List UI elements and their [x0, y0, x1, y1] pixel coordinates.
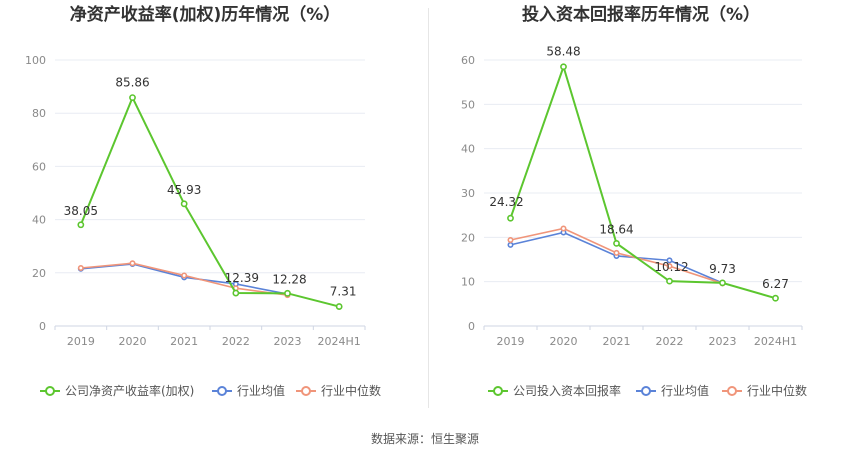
data-source-note: 数据来源：恒生聚源 — [370, 432, 479, 446]
data-point-avg — [507, 241, 514, 248]
x-tick-label: 2024H1 — [754, 335, 797, 348]
data-point-median — [613, 249, 620, 256]
data-point-median — [129, 260, 136, 267]
x-tick-label: 2019 — [67, 335, 95, 348]
y-tick-label: 30 — [461, 187, 475, 200]
data-label: 9.73 — [709, 262, 736, 276]
y-tick-label: 100 — [25, 54, 46, 67]
legend-label: 行业均值 — [237, 383, 285, 398]
chart-title: 投入资本回报率历年情况（%） — [522, 4, 760, 25]
data-label: 12.28 — [272, 272, 306, 286]
data-point-company — [77, 221, 85, 229]
y-tick-label: 0 — [39, 320, 46, 333]
data-label: 10.12 — [654, 260, 688, 274]
legend-label: 行业均值 — [661, 383, 709, 398]
data-point-avg — [666, 257, 673, 264]
data-point-company — [772, 294, 779, 302]
x-tick-label: 2021 — [170, 335, 198, 348]
data-point-company — [666, 277, 673, 285]
x-tick-label: 2023 — [274, 335, 302, 348]
data-label: 58.48 — [546, 45, 580, 59]
legend-marker-company — [45, 386, 55, 396]
x-tick-label: 2019 — [497, 335, 525, 348]
legend-label: 公司投入资本回报率 — [513, 383, 621, 398]
data-label: 18.64 — [599, 222, 633, 236]
data-label: 24.32 — [489, 195, 523, 209]
data-point-company — [129, 94, 136, 102]
y-tick-label: 40 — [461, 143, 475, 156]
data-point-median — [560, 225, 567, 232]
data-label: 85.86 — [115, 76, 149, 90]
legend-marker-median — [301, 386, 311, 396]
data-point-median — [666, 263, 673, 270]
y-tick-label: 10 — [461, 276, 475, 289]
data-point-median — [181, 272, 188, 279]
y-tick-label: 20 — [461, 231, 475, 244]
data-point-company — [560, 63, 567, 71]
x-tick-label: 2020 — [119, 335, 147, 348]
y-tick-label: 80 — [32, 107, 46, 120]
data-label: 7.31 — [330, 285, 357, 299]
x-tick-label: 2024H1 — [318, 335, 361, 348]
x-tick-label: 2020 — [550, 335, 578, 348]
y-tick-label: 0 — [468, 320, 475, 333]
chart-title: 净资产收益率(加权)历年情况（%） — [70, 4, 341, 25]
data-point-company — [613, 239, 620, 247]
data-point-company — [719, 279, 726, 287]
legend-marker-avg — [217, 386, 227, 396]
data-point-median — [507, 236, 514, 243]
data-point-company — [232, 289, 240, 297]
data-point-company — [335, 303, 343, 310]
legend-marker-avg — [641, 386, 651, 396]
series-line-company — [79, 95, 340, 308]
legend-label: 行业中位数 — [747, 383, 807, 398]
panel-divider — [428, 8, 429, 408]
legend-label: 行业中位数 — [321, 383, 381, 398]
data-label: 38.05 — [64, 204, 98, 218]
legend-label: 公司净资产收益率(加权) — [65, 383, 194, 398]
y-tick-label: 60 — [461, 54, 475, 67]
data-label: 45.93 — [167, 183, 201, 197]
x-tick-label: 2022 — [656, 335, 684, 348]
data-label: 6.27 — [762, 277, 789, 291]
roic-chart: 投入资本回报率历年情况（%） 0 10 20 30 40 50 60 2019 2020 2021 2… — [461, 4, 807, 398]
x-tick-label: 2022 — [222, 335, 250, 348]
series-line-company — [509, 63, 776, 300]
y-tick-label: 40 — [32, 214, 46, 227]
y-tick-label: 20 — [32, 267, 46, 280]
y-tick-label: 60 — [32, 160, 46, 173]
legend-marker-company — [493, 386, 503, 396]
data-point-company — [180, 200, 188, 208]
x-tick-label: 2023 — [709, 335, 737, 348]
data-label: 12.39 — [225, 271, 259, 285]
roe-chart: 净资产收益率(加权)历年情况（%） 0 20 40 60 80 100 2019 2020 202… — [25, 4, 381, 398]
data-point-median — [77, 265, 84, 272]
y-tick-label: 50 — [461, 98, 475, 111]
legend-marker-median — [727, 386, 737, 396]
data-point-company — [284, 289, 291, 297]
data-point-company — [507, 214, 514, 222]
x-tick-label: 2021 — [603, 335, 631, 348]
